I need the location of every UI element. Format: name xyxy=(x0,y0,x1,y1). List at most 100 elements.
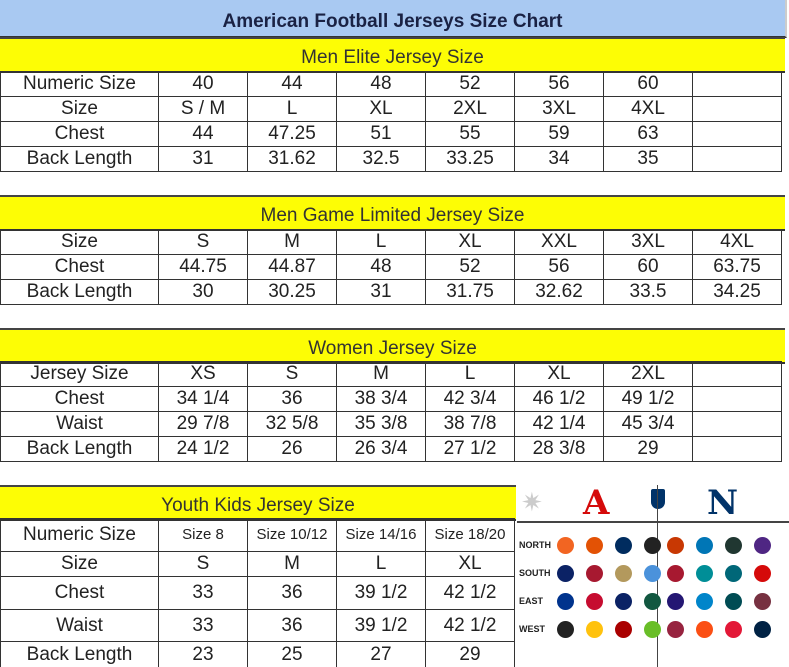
table-row: Back Length 24 1/2 26 26 3/4 27 1/2 28 3/8 29 xyxy=(0,436,782,462)
table-cell: 60 xyxy=(603,71,693,97)
row-label: Chest xyxy=(0,254,159,280)
table-row: Waist 33 36 39 1/2 42 1/2 xyxy=(0,609,515,642)
table-cell xyxy=(692,361,782,387)
table-cell: 31 xyxy=(158,146,248,172)
table-cell: 63 xyxy=(603,121,693,147)
team-logo-icon xyxy=(615,537,632,554)
table-cell: 59 xyxy=(514,121,604,147)
row-label: Size xyxy=(0,551,159,577)
table-cell: 36 xyxy=(247,609,337,642)
table-cell: XL xyxy=(514,361,604,387)
team-logo-icon xyxy=(696,593,713,610)
table-cell: 34 xyxy=(514,146,604,172)
table-cell: 44 xyxy=(158,121,248,147)
team-logo-icon xyxy=(725,537,742,554)
table-cell xyxy=(692,96,782,122)
row-label: Back Length xyxy=(0,436,159,462)
row-label: Jersey Size xyxy=(0,361,159,387)
table-row: Chest 33 36 39 1/2 42 1/2 xyxy=(0,576,515,610)
table-cell: 47.25 xyxy=(247,121,337,147)
team-logo-icon xyxy=(754,621,771,638)
table-cell: 42 1/2 xyxy=(425,576,515,610)
table-cell: 48 xyxy=(336,254,426,280)
men-game-table: Size S M L XL XXL 3XL 4XL Chest 44.75 44.87 48 52 56 6… xyxy=(0,229,782,305)
team-logo-icon xyxy=(557,621,574,638)
team-logo-icon xyxy=(586,593,603,610)
table-row: Chest 44.75 44.87 48 52 56 60 63.75 xyxy=(0,254,782,280)
row-label: Chest xyxy=(0,121,159,147)
table-cell: XL xyxy=(336,96,426,122)
table-cell: 28 3/8 xyxy=(514,436,604,462)
team-logo-icon xyxy=(725,593,742,610)
row-label: Size xyxy=(0,96,159,122)
table-cell: 24 1/2 xyxy=(158,436,248,462)
table-cell: 44.75 xyxy=(158,254,248,280)
team-logo-icon xyxy=(667,537,684,554)
team-logo-icon xyxy=(615,621,632,638)
table-cell: S xyxy=(158,551,248,577)
table-row: Numeric Size Size 8 Size 10/12 Size 14/16 Si… xyxy=(0,518,515,552)
table-cell: 39 1/2 xyxy=(336,576,426,610)
row-label: Numeric Size xyxy=(0,71,159,97)
table-cell: 26 xyxy=(247,436,337,462)
table-cell: Size 10/12 xyxy=(247,518,337,552)
table-cell: L xyxy=(336,551,426,577)
team-logo-icon xyxy=(754,593,771,610)
table-row: Back Length 30 30.25 31 31.75 32.62 33.5 34.25 xyxy=(0,279,782,305)
nfc-logo: N xyxy=(707,483,739,523)
table-cell: 42 1/2 xyxy=(425,609,515,642)
table-cell xyxy=(692,71,782,97)
team-logo-icon xyxy=(667,621,684,638)
division-label: SOUTH xyxy=(519,568,551,578)
row-label: Chest xyxy=(0,576,159,610)
table-cell: L xyxy=(247,96,337,122)
table-cell: 51 xyxy=(336,121,426,147)
chart-title: American Football Jerseys Size Chart xyxy=(0,0,787,38)
team-logo-icon xyxy=(725,565,742,582)
table-row: Waist 29 7/8 32 5/8 35 3/8 38 7/8 42 1/4 45 3/… xyxy=(0,411,782,437)
table-row: Size S M L XL xyxy=(0,551,515,577)
table-cell: 33 xyxy=(158,609,248,642)
team-logo-icon xyxy=(586,565,603,582)
row-label: Chest xyxy=(0,386,159,412)
table-cell: 35 xyxy=(603,146,693,172)
division-label: WEST xyxy=(519,624,545,634)
team-logo-icon xyxy=(696,565,713,582)
men-game-header: Men Game Limited Jersey Size xyxy=(0,195,785,231)
table-cell: S / M xyxy=(158,96,248,122)
table-cell: M xyxy=(247,551,337,577)
table-row: Jersey Size XS S M L XL 2XL xyxy=(0,361,782,387)
team-logo-icon xyxy=(667,593,684,610)
table-cell: 33.5 xyxy=(603,279,693,305)
table-cell: L xyxy=(336,229,426,255)
table-cell: 25 xyxy=(247,641,337,667)
team-logo-icon xyxy=(615,565,632,582)
table-cell: 34 1/4 xyxy=(158,386,248,412)
table-cell: 33 xyxy=(158,576,248,610)
table-cell: 29 xyxy=(603,436,693,462)
table-cell: 40 xyxy=(158,71,248,97)
table-cell: M xyxy=(336,361,426,387)
nfl-logos-panel: ✷ A N NORTH SOUTH EAST WEST xyxy=(517,483,789,667)
team-logo-icon xyxy=(696,621,713,638)
table-cell: 44.87 xyxy=(247,254,337,280)
division-label: NORTH xyxy=(519,540,551,550)
table-cell: 31 xyxy=(336,279,426,305)
table-cell: 2XL xyxy=(425,96,515,122)
table-cell: 48 xyxy=(336,71,426,97)
youth-table: Numeric Size Size 8 Size 10/12 Size 14/16 Si… xyxy=(0,518,515,667)
team-logo-icon xyxy=(696,537,713,554)
table-cell: 63.75 xyxy=(692,254,782,280)
team-logo-icon xyxy=(754,537,771,554)
table-row: Back Length 23 25 27 29 xyxy=(0,641,515,667)
row-label: Waist xyxy=(0,609,159,642)
table-cell: 56 xyxy=(514,254,604,280)
table-cell xyxy=(692,146,782,172)
table-cell: 31.62 xyxy=(247,146,337,172)
afc-logo: A xyxy=(583,483,610,523)
table-cell xyxy=(692,436,782,462)
table-cell: 39 1/2 xyxy=(336,609,426,642)
nfl-shield-icon xyxy=(651,489,665,509)
table-cell: 27 xyxy=(336,641,426,667)
